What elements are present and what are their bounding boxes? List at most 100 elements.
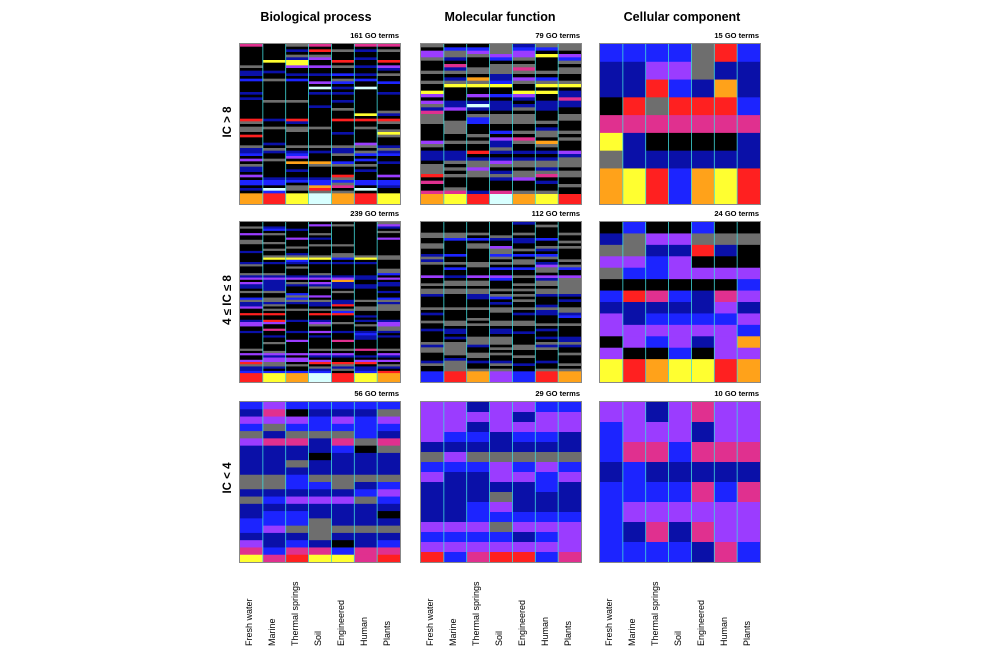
heatmap-cell bbox=[240, 164, 264, 168]
heatmap-cell bbox=[240, 44, 264, 48]
heatmap-cell bbox=[308, 164, 332, 168]
heatmap-cell bbox=[535, 97, 559, 102]
heatmap-cell bbox=[714, 44, 738, 63]
heatmap-cell bbox=[262, 76, 287, 80]
heatmap-cell bbox=[466, 134, 491, 138]
heatmap-cell bbox=[489, 315, 513, 319]
heatmap-cell bbox=[512, 492, 536, 503]
heatmap-cell bbox=[331, 366, 355, 370]
heatmap-cell bbox=[308, 328, 332, 332]
heatmap-cell bbox=[691, 462, 715, 483]
heatmap-cell bbox=[354, 105, 378, 109]
heatmap-cell bbox=[714, 186, 738, 204]
heatmap-cell bbox=[558, 64, 581, 68]
heatmap-cell bbox=[354, 357, 378, 361]
heatmap-cell bbox=[262, 126, 287, 130]
heatmap-cell bbox=[285, 518, 310, 527]
heatmap-cell bbox=[535, 366, 559, 370]
heatmap-cell bbox=[377, 185, 400, 189]
heatmap-cell bbox=[308, 409, 332, 418]
heatmap-cell bbox=[421, 336, 445, 340]
heatmap-cell bbox=[240, 525, 264, 534]
heatmap-cell bbox=[466, 331, 491, 335]
heatmap-cell bbox=[466, 312, 491, 316]
heatmap-cell bbox=[535, 235, 559, 239]
heatmap-cell bbox=[421, 275, 445, 279]
heatmap-cell bbox=[489, 248, 513, 252]
heatmap-cell bbox=[737, 79, 760, 98]
heatmap-cell bbox=[645, 290, 670, 303]
heatmap-cell bbox=[262, 150, 287, 154]
heatmap-cell bbox=[714, 482, 738, 503]
heatmap-cell bbox=[443, 366, 468, 370]
heatmap-cell bbox=[535, 174, 559, 178]
heatmap-cell bbox=[421, 296, 445, 300]
heatmap-cell bbox=[535, 184, 559, 188]
heatmap-cell bbox=[512, 160, 536, 165]
heatmap-cell bbox=[377, 277, 400, 281]
heatmap-cell bbox=[512, 442, 536, 453]
heatmap-cell bbox=[354, 288, 378, 292]
heatmap-cell bbox=[668, 522, 692, 543]
heatmap-cell bbox=[421, 326, 445, 330]
heatmap-cell bbox=[558, 312, 581, 316]
heatmap-cell bbox=[354, 129, 378, 133]
heatmap-cell bbox=[512, 157, 536, 162]
heatmap-cell bbox=[377, 359, 400, 363]
heatmap-cell bbox=[240, 518, 264, 527]
heatmap-cell bbox=[443, 180, 468, 185]
heatmap-cell bbox=[691, 61, 715, 81]
heatmap-cell bbox=[285, 330, 310, 334]
heatmap-cell bbox=[691, 222, 715, 234]
heatmap-cell bbox=[489, 320, 513, 324]
heatmap-cell bbox=[331, 132, 355, 136]
heatmap-cell bbox=[240, 284, 264, 287]
heatmap-cell bbox=[489, 328, 513, 332]
heatmap-cell bbox=[466, 502, 491, 513]
heatmap-cell bbox=[240, 268, 264, 272]
heatmap-cell bbox=[285, 193, 310, 197]
heatmap-cell bbox=[421, 180, 445, 185]
heatmap-cell bbox=[331, 78, 355, 82]
heatmap-cell bbox=[285, 97, 310, 101]
heatmap-cell bbox=[240, 288, 264, 292]
heatmap-cell bbox=[737, 168, 760, 187]
heatmap-cell bbox=[535, 224, 559, 228]
heatmap-cell bbox=[421, 222, 445, 226]
heatmap-cell bbox=[512, 77, 536, 82]
heatmap-cell bbox=[331, 46, 355, 50]
heatmap-cell bbox=[285, 237, 310, 241]
heatmap-cell bbox=[285, 57, 310, 61]
heatmap-cell bbox=[443, 134, 468, 138]
heatmap-cell bbox=[331, 370, 355, 374]
heatmap-cell bbox=[443, 502, 468, 513]
heatmap-cell bbox=[377, 246, 400, 250]
heatmap-cell bbox=[512, 235, 536, 239]
heatmap-cell bbox=[466, 235, 491, 239]
heatmap-cell bbox=[262, 70, 287, 74]
heatmap-cell bbox=[466, 104, 491, 108]
heatmap-cell bbox=[285, 326, 310, 330]
heatmap-cell bbox=[558, 164, 581, 168]
heatmap-cell bbox=[512, 256, 536, 260]
heatmap-cell bbox=[308, 279, 332, 283]
heatmap-cell bbox=[466, 347, 491, 351]
heatmap-cell bbox=[535, 275, 559, 279]
heatmap-cell bbox=[466, 224, 491, 228]
heatmap-cell bbox=[489, 64, 513, 68]
heatmap-cell bbox=[308, 76, 332, 80]
heatmap-cell bbox=[285, 84, 310, 88]
heatmap-cell bbox=[354, 62, 378, 66]
heatmap-cell bbox=[240, 97, 264, 101]
heatmap-cell bbox=[466, 84, 491, 88]
heatmap-cell bbox=[691, 279, 715, 292]
heatmap-cell bbox=[308, 140, 332, 144]
heatmap-cell bbox=[512, 154, 536, 158]
heatmap-cell bbox=[377, 121, 400, 125]
heatmap-cell bbox=[377, 496, 400, 505]
heatmap-cell bbox=[240, 132, 264, 136]
heatmap-cell bbox=[308, 78, 332, 82]
heatmap-cell bbox=[535, 307, 559, 311]
heatmap-cell bbox=[535, 363, 559, 367]
heatmap-cell bbox=[558, 235, 581, 239]
